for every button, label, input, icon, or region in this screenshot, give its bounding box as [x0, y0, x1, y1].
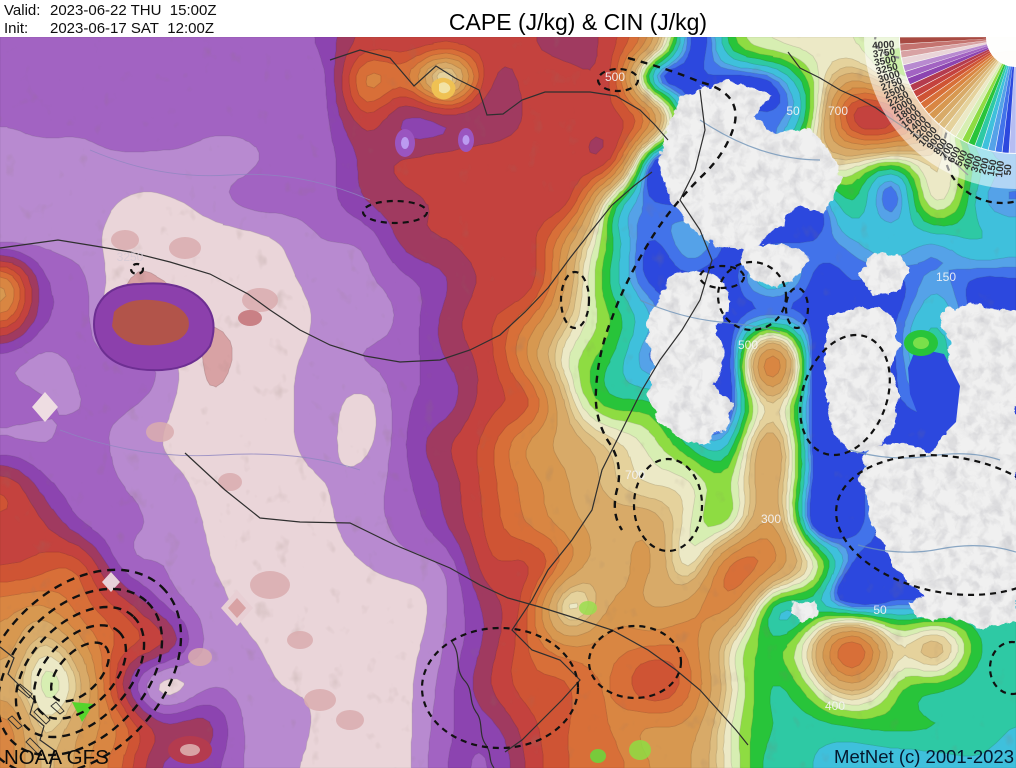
svg-text:3500: 3500: [873, 54, 897, 69]
svg-text:Init:: Init:: [4, 20, 28, 37]
svg-text:300: 300: [969, 154, 985, 174]
svg-text:2023-06-22 THU 15:00Z: 2023-06-22 THU 15:00Z: [50, 2, 217, 19]
svg-text:100: 100: [994, 160, 1007, 178]
svg-text:Valid:: Valid:: [4, 2, 40, 19]
svg-text:500: 500: [605, 70, 625, 84]
svg-text:MetNet (c) 2001-2023: MetNet (c) 2001-2023: [834, 746, 1014, 767]
svg-text:50: 50: [1003, 164, 1015, 176]
svg-text:700: 700: [828, 104, 848, 118]
svg-text:4000: 4000: [872, 39, 895, 51]
svg-text:3250: 3250: [117, 250, 144, 264]
svg-text:3250: 3250: [875, 61, 900, 77]
svg-text:50: 50: [786, 104, 800, 118]
svg-text:150: 150: [986, 158, 1000, 177]
svg-text:500: 500: [738, 338, 758, 352]
svg-text:CAPE (J/kg) & CIN (J/kg): CAPE (J/kg) & CIN (J/kg): [449, 9, 707, 35]
svg-text:50: 50: [873, 603, 887, 617]
svg-text:150: 150: [936, 270, 956, 284]
svg-text:2023-06-17 SAT 12:00Z: 2023-06-17 SAT 12:00Z: [50, 20, 214, 37]
svg-text:NOAA GFS: NOAA GFS: [4, 746, 109, 768]
svg-text:400: 400: [825, 699, 845, 713]
svg-text:300: 300: [761, 512, 781, 526]
svg-text:700: 700: [625, 468, 645, 482]
svg-text:3750: 3750: [872, 47, 896, 61]
svg-text:200: 200: [977, 156, 992, 175]
